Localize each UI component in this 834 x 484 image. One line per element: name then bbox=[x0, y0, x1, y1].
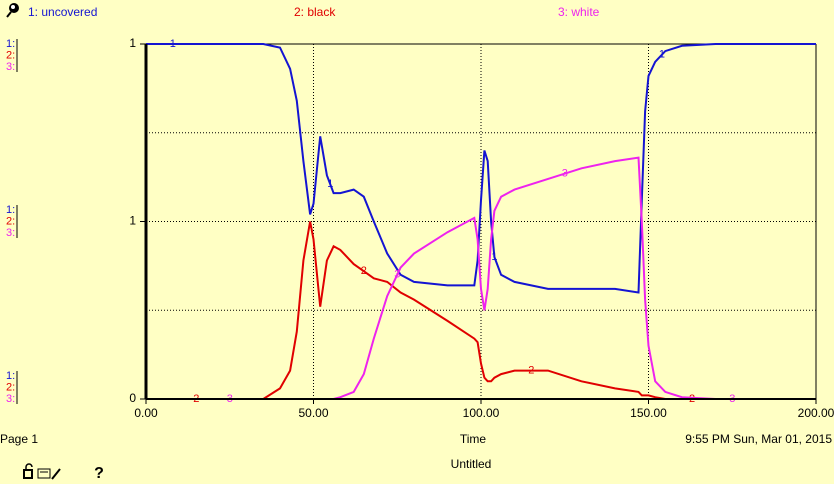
series-line bbox=[146, 43, 816, 294]
page-label: Page 1 bbox=[0, 432, 38, 446]
y-tick-label: 1 bbox=[129, 36, 136, 50]
line-marker-label: 3 bbox=[394, 269, 400, 281]
line-marker-label: 2 bbox=[361, 265, 367, 277]
legend-entry: 3: white bbox=[558, 5, 600, 19]
legend-entry: 1: uncovered bbox=[28, 5, 97, 19]
document-title: Untitled bbox=[451, 457, 492, 471]
line-marker-label: 1 bbox=[491, 251, 497, 263]
x-axis-label: Time bbox=[460, 432, 487, 446]
x-tick-label: 100.00 bbox=[463, 406, 500, 420]
series-axis-label: 3: bbox=[6, 61, 15, 73]
line-marker-label: 1 bbox=[170, 38, 176, 50]
y-tick-label: 1 bbox=[129, 214, 136, 228]
series-line bbox=[146, 221, 816, 400]
x-tick-label: 50.00 bbox=[298, 406, 328, 420]
series-axis-label: 3: bbox=[6, 393, 15, 405]
line-marker-label: 1 bbox=[659, 49, 665, 61]
x-tick-label: 150.00 bbox=[630, 406, 667, 420]
series-axis-label: 2: bbox=[6, 49, 15, 61]
series-axis-label: 3: bbox=[6, 227, 15, 239]
y-tick-label: 0 bbox=[129, 391, 136, 405]
toolbar-icons[interactable] bbox=[23, 463, 61, 480]
series-axis-label: 1: bbox=[6, 204, 15, 216]
line-marker-label: 2 bbox=[528, 365, 534, 377]
help-button[interactable]: ? bbox=[94, 465, 104, 482]
legend-entry: 2: black bbox=[294, 5, 336, 19]
x-tick-label: 0.00 bbox=[134, 406, 158, 420]
line-marker-label: 3 bbox=[562, 167, 568, 179]
series-axis-label: 1: bbox=[6, 38, 15, 50]
series-axis-label: 2: bbox=[6, 215, 15, 227]
series-axis-label: 1: bbox=[6, 370, 15, 382]
series-axis-label: 2: bbox=[6, 381, 15, 393]
timestamp: 9:55 PM Sun, Mar 01, 2015 bbox=[685, 432, 832, 446]
x-tick-label: 200.00 bbox=[798, 406, 834, 420]
pin-icon[interactable] bbox=[6, 3, 19, 18]
line-marker-label: 1 bbox=[327, 178, 333, 190]
